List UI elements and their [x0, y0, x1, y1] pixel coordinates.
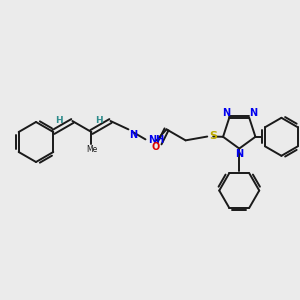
Text: N: N — [222, 108, 230, 118]
Text: O: O — [152, 142, 160, 152]
Text: N: N — [249, 108, 257, 118]
Text: N: N — [235, 148, 243, 159]
Text: H: H — [55, 116, 63, 125]
Text: Me: Me — [86, 145, 97, 154]
Text: H: H — [95, 116, 103, 125]
Text: N: N — [129, 130, 137, 140]
Text: NH: NH — [148, 135, 165, 146]
Text: S: S — [209, 130, 217, 140]
